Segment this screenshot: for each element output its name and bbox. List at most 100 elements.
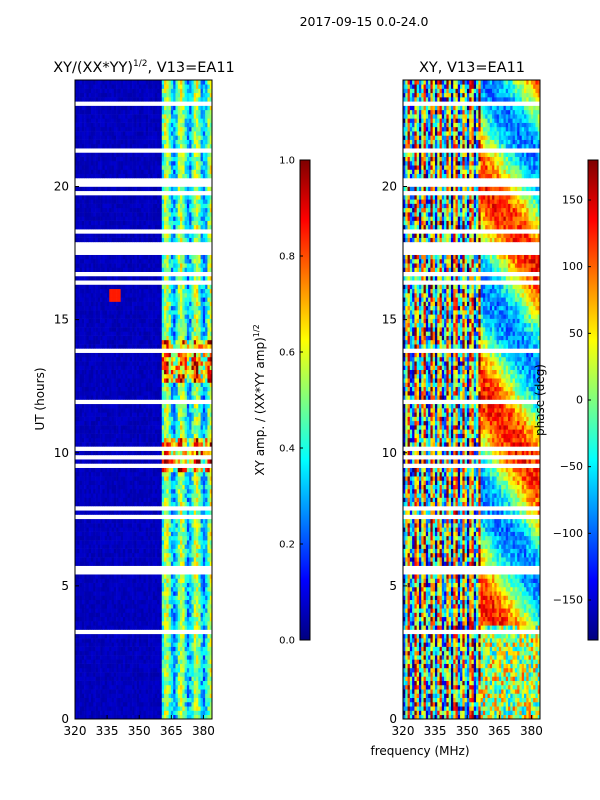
heatmap-cell	[202, 352, 206, 358]
heatmap-cell	[189, 603, 192, 609]
heatmap-cell	[209, 510, 212, 515]
heatmap-cell	[106, 373, 110, 379]
heatmap-cell	[145, 369, 149, 375]
heatmap-cell	[154, 442, 158, 447]
heatmap-cell	[141, 382, 144, 388]
heatmap-cell	[86, 510, 89, 515]
heatmap-cell	[109, 625, 112, 630]
heatmap-cell	[182, 390, 185, 396]
heatmap-cell	[75, 416, 78, 422]
heatmap-cell	[113, 612, 117, 618]
heatmap-cell	[198, 599, 201, 605]
heatmap-cell	[116, 680, 119, 686]
heatmap-cell	[168, 663, 172, 669]
heatmap-cell	[157, 412, 160, 417]
heatmap-cell	[180, 701, 183, 707]
heatmap-cell	[90, 650, 94, 656]
heatmap-cell	[79, 344, 83, 349]
heatmap-cell	[75, 612, 78, 618]
heatmap-cell	[152, 518, 156, 524]
heatmap-cell	[191, 684, 195, 690]
heatmap-cell	[177, 493, 181, 498]
heatmap-cell	[202, 552, 206, 558]
heatmap-cell	[109, 667, 112, 673]
heatmap-cell	[157, 616, 160, 622]
heatmap-cell	[186, 369, 190, 375]
heatmap-cell	[143, 322, 147, 328]
heatmap-cell	[88, 327, 92, 332]
heatmap-cell	[173, 561, 176, 566]
heatmap-cell	[173, 642, 176, 647]
heatmap-cell	[200, 442, 204, 447]
heatmap-cell	[193, 386, 197, 392]
heatmap-cell	[138, 352, 142, 358]
heatmap-cell	[150, 344, 153, 349]
heatmap-cell	[88, 595, 92, 601]
heatmap-cell	[182, 501, 185, 507]
heatmap-cell	[189, 561, 192, 566]
heatmap-cell	[143, 361, 147, 366]
heatmap-cell	[152, 680, 156, 686]
heatmap-cell	[141, 667, 144, 673]
heatmap-cell	[177, 403, 181, 409]
heatmap-cell	[77, 501, 80, 507]
heatmap-cell	[75, 693, 78, 698]
heatmap-cell	[106, 331, 110, 336]
heatmap-cell	[200, 493, 204, 498]
heatmap-cell	[136, 680, 140, 686]
heatmap-cell	[205, 352, 208, 358]
heatmap-cell	[84, 378, 87, 383]
heatmap-cell	[209, 335, 212, 341]
heatmap-cell	[198, 548, 201, 554]
heatmap-cell	[184, 693, 188, 698]
heatmap-cell	[154, 535, 158, 541]
heatmap-cell	[104, 493, 108, 498]
heatmap-cell	[161, 459, 165, 464]
heatmap-cell	[193, 416, 197, 422]
heatmap-cell	[205, 408, 208, 413]
heatmap-cell	[95, 365, 99, 370]
heatmap-cell	[109, 697, 112, 703]
heatmap-cell	[145, 638, 149, 643]
heatmap-cell	[152, 386, 156, 392]
heatmap-cell	[161, 621, 165, 626]
heatmap-cell	[191, 578, 195, 583]
heatmap-cell	[129, 361, 133, 366]
heatmap-cell	[79, 667, 83, 673]
heatmap-cell	[152, 642, 156, 647]
heatmap-cell	[122, 365, 126, 370]
heatmap-cell	[209, 535, 212, 541]
heatmap-cell	[132, 356, 135, 362]
heatmap-cell	[154, 650, 158, 656]
heatmap-cell	[129, 561, 133, 566]
heatmap-cell	[75, 552, 78, 558]
heatmap-cell	[134, 659, 137, 664]
heatmap-cell	[184, 501, 188, 507]
heatmap-cell	[180, 412, 183, 417]
heatmap-cell	[134, 676, 137, 681]
heatmap-cell	[106, 552, 110, 558]
heatmap-cell	[116, 561, 119, 566]
heatmap-cell	[200, 638, 204, 643]
heatmap-cell	[157, 561, 160, 566]
heatmap-cell	[173, 459, 176, 464]
heatmap-cell	[186, 425, 190, 430]
heatmap-cell	[102, 476, 105, 481]
heatmap-cell	[148, 578, 151, 583]
heatmap-cell	[111, 540, 115, 545]
heatmap-cell	[196, 467, 199, 473]
heatmap-cell	[111, 476, 115, 481]
heatmap-cell	[113, 339, 117, 345]
heatmap-cell	[159, 586, 163, 592]
heatmap-cell	[193, 369, 197, 375]
heatmap-cell	[173, 450, 176, 456]
heatmap-cell	[170, 714, 174, 719]
heatmap-cell	[159, 642, 163, 647]
heatmap-cell	[200, 642, 204, 647]
heatmap-cell	[177, 497, 181, 503]
heatmap-cell	[118, 655, 121, 660]
heatmap-cell	[118, 701, 121, 707]
heatmap-cell	[129, 714, 133, 719]
heatmap-cell	[150, 578, 153, 583]
heatmap-cell	[129, 586, 133, 592]
